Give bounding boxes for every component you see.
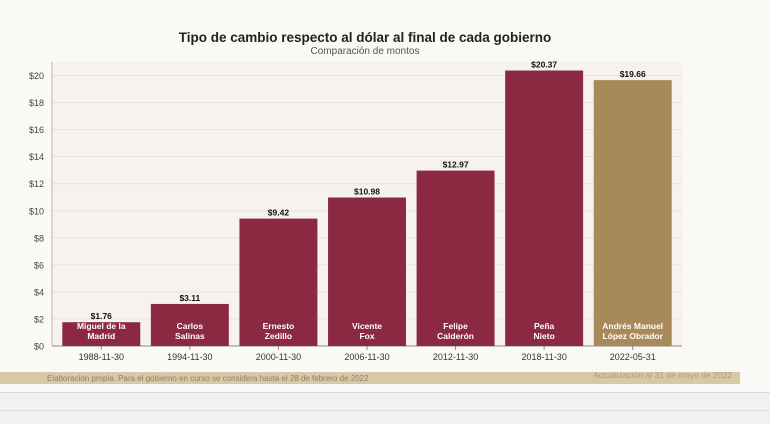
bar [593, 80, 672, 347]
data-label: $10.98 [354, 187, 380, 197]
y-tick-label: $6 [34, 260, 44, 270]
y-tick-label: $18 [29, 98, 44, 108]
bar-name-label: Peña [534, 321, 555, 331]
y-tick-label: $4 [34, 287, 44, 297]
bar-name-label: Madrid [87, 331, 115, 341]
bar-name-label: Andrés Manuel [602, 321, 663, 331]
bar [62, 322, 141, 346]
bar-name-label: Zedillo [265, 331, 292, 341]
data-label: $9.42 [268, 208, 290, 218]
data-label: $1.76 [91, 311, 113, 321]
bar-name-label: López Obrador [602, 331, 663, 341]
bottom-strip [0, 392, 770, 424]
data-label: $20.37 [531, 60, 557, 70]
chart-subtitle: Comparación de montos [310, 46, 420, 57]
bar-name-label: Calderón [437, 331, 474, 341]
data-label: $12.97 [443, 160, 469, 170]
bar [239, 218, 318, 346]
source-note: Elaboración propia. Para el gobierno en … [47, 374, 369, 383]
x-tick-label: 1994-11-30 [167, 352, 212, 362]
data-label: $19.66 [620, 69, 646, 79]
bar-name-label: Vicente [352, 321, 382, 331]
bar-name-label: Ernesto [263, 321, 295, 331]
footer-band [0, 372, 740, 384]
x-tick-label: 2000-11-30 [256, 352, 301, 362]
bar-name-label: Salinas [175, 331, 205, 341]
y-tick-label: $2 [34, 314, 44, 324]
y-tick-label: $0 [34, 342, 44, 352]
update-note: Actualización al 31 de mayo de 2022 [593, 370, 732, 380]
y-tick-label: $14 [29, 152, 44, 162]
bar-name-label: Felipe [443, 321, 468, 331]
y-tick-label: $16 [29, 125, 44, 135]
x-tick-label: 1988-11-30 [79, 352, 124, 362]
bar [150, 303, 229, 346]
x-tick-label: 2022-05-31 [610, 352, 656, 362]
bar [416, 170, 495, 346]
x-tick-label: 2006-11-30 [344, 352, 389, 362]
y-tick-label: $8 [34, 233, 44, 243]
bar-name-label: Carlos [177, 321, 204, 331]
y-tick-label: $12 [29, 179, 44, 189]
bar-chart: $0 $2 $4 $6 $8 $10 $12 $14 $16 $18 $20 $1.76Miguel … [29, 60, 682, 362]
x-tick-label: 2018-11-30 [521, 352, 566, 362]
bar-name-label: Miguel de la [77, 321, 126, 331]
x-tick-label: 2012-11-30 [433, 352, 478, 362]
data-label: $3.11 [179, 293, 200, 303]
bar [505, 70, 584, 347]
y-tick-label: $10 [29, 206, 44, 216]
bar-name-label: Fox [359, 331, 374, 341]
chart-title: Tipo de cambio respecto al dólar al fina… [178, 30, 552, 45]
bar-name-label: Nieto [534, 331, 555, 341]
y-tick-label: $20 [29, 71, 44, 81]
bar [328, 197, 406, 346]
